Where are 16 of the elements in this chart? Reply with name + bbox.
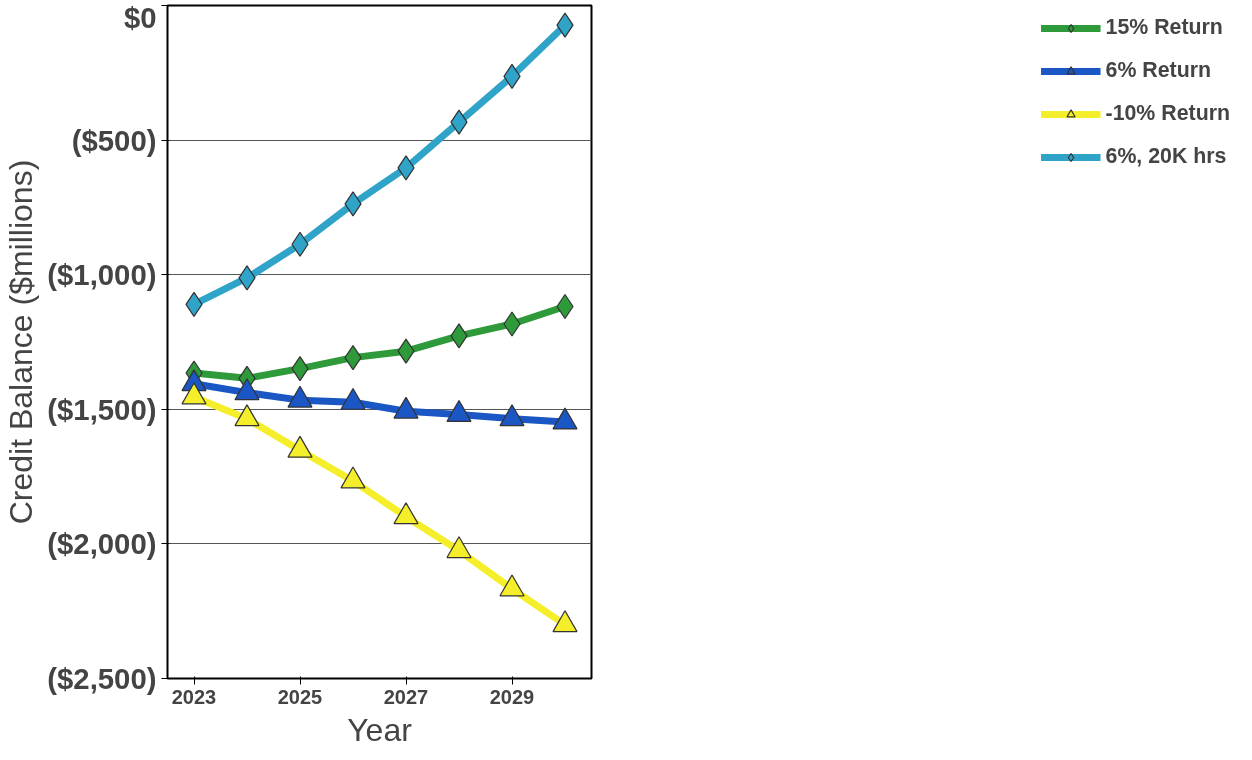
x-axis-title: Year xyxy=(347,711,413,748)
y-tick-label: $0 xyxy=(123,0,157,34)
legend-label: 15% Return xyxy=(1105,15,1223,40)
x-tick-label: 2027 xyxy=(383,685,429,708)
x-tick-label: 2023 xyxy=(171,685,217,708)
legend-label: -10% Return xyxy=(1105,101,1230,126)
y-tick-label: ($1,000) xyxy=(47,258,157,292)
legend-label: 6%, 20K hrs xyxy=(1105,144,1227,169)
y-tick-label: ($2,500) xyxy=(47,662,157,695)
legend-label: 6% Return xyxy=(1105,58,1212,83)
x-tick-label: 2029 xyxy=(489,685,535,708)
y-axis-title: Credit Balance ($millions) xyxy=(3,159,40,525)
y-tick-label: ($2,000) xyxy=(47,527,157,561)
x-tick-label: 2025 xyxy=(277,685,323,708)
y-tick-label: ($1,500) xyxy=(47,392,157,426)
y-tick-label: ($500) xyxy=(71,123,157,157)
